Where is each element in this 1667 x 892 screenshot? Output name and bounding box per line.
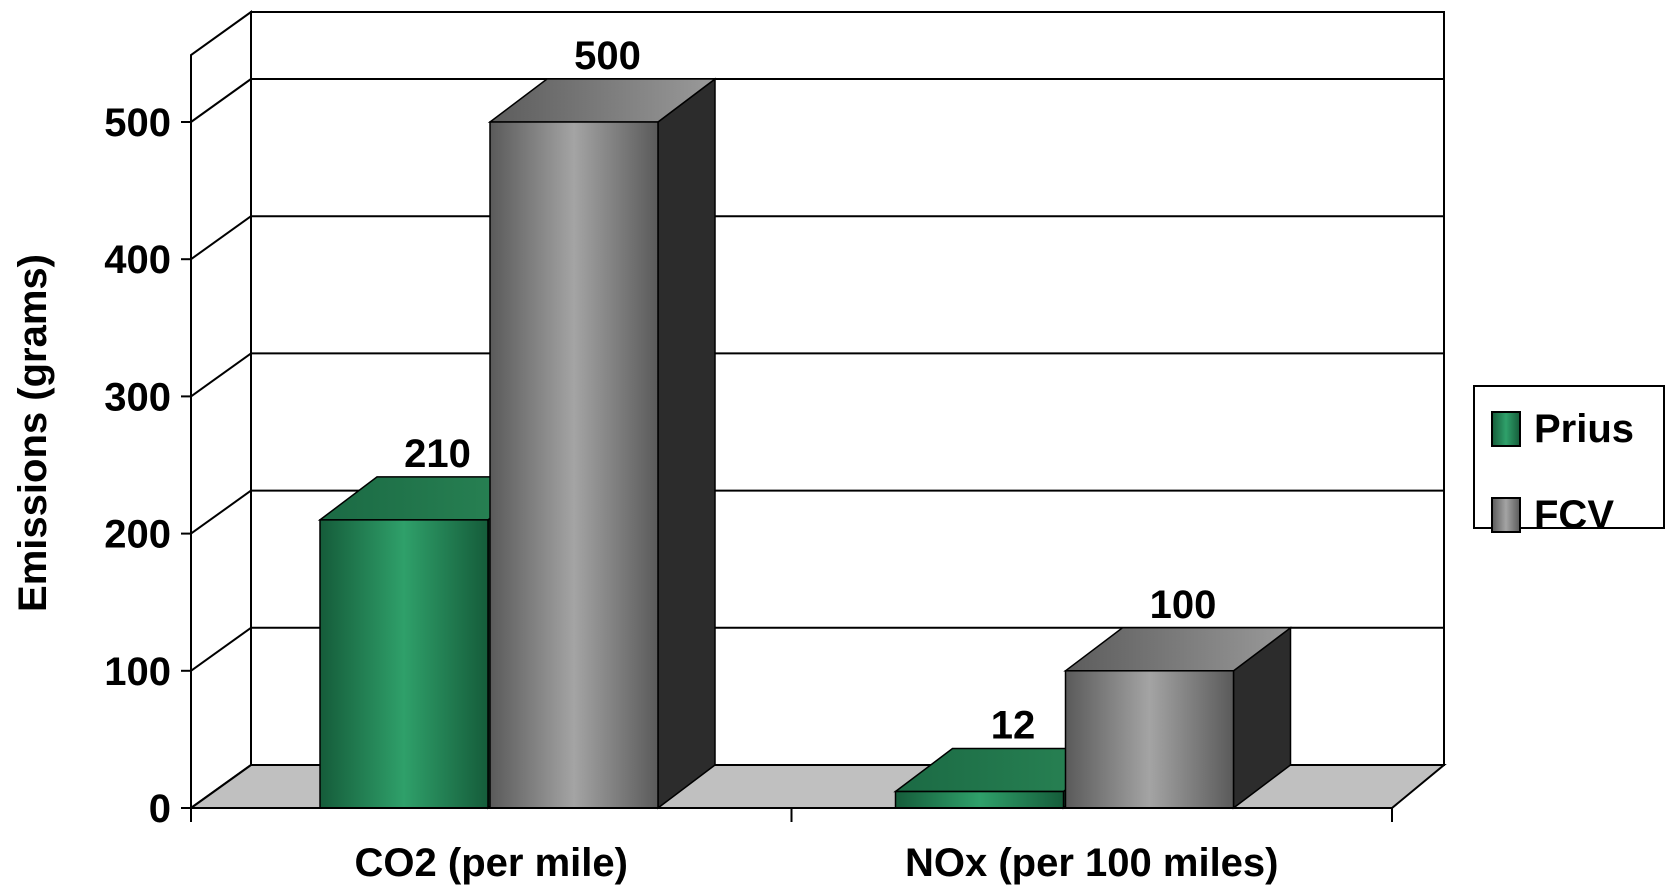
bar-front xyxy=(489,121,659,809)
y-tick-label: 0 xyxy=(149,787,171,831)
gridline-side xyxy=(190,352,252,398)
y-axis-title: Emissions (grams) xyxy=(11,254,55,612)
legend-label: FCV xyxy=(1534,493,1614,537)
y-tick-label: 500 xyxy=(104,101,171,145)
bar-fcv xyxy=(1063,626,1293,810)
data-labels: 210 500 12 100 xyxy=(404,34,1216,748)
bar-front xyxy=(894,790,1065,809)
x-tick-label: CO2 (per mile) xyxy=(355,841,628,885)
legend-swatch-prius xyxy=(1491,411,1521,447)
data-label: 210 xyxy=(404,432,471,476)
y-tick-label: 100 xyxy=(104,650,171,694)
bar-front xyxy=(319,519,489,809)
gridline-side xyxy=(190,489,252,535)
side-wall xyxy=(190,10,252,810)
y-tick-label: 200 xyxy=(104,513,171,557)
y-tick-label: 300 xyxy=(104,375,171,419)
y-tick-label: 400 xyxy=(104,238,171,282)
bar-front xyxy=(1064,670,1235,809)
gridline-side xyxy=(190,626,252,672)
x-tick-label: NOx (per 100 miles) xyxy=(905,841,1279,885)
bar-side xyxy=(657,77,716,810)
legend-label: Prius xyxy=(1534,407,1634,451)
data-label: 500 xyxy=(574,34,641,78)
legend: Prius FCV xyxy=(1473,385,1665,537)
axes: 0 100 200 300 400 500 CO2 (per mile) NOx (per 1… xyxy=(104,55,1393,885)
bars xyxy=(317,77,1293,810)
data-label: 100 xyxy=(1150,583,1217,627)
legend-swatch-fcv xyxy=(1491,497,1521,533)
data-label: 12 xyxy=(991,704,1036,748)
gridline-side xyxy=(190,78,252,123)
bar-fcv xyxy=(487,77,718,810)
gridline-side xyxy=(190,215,252,261)
